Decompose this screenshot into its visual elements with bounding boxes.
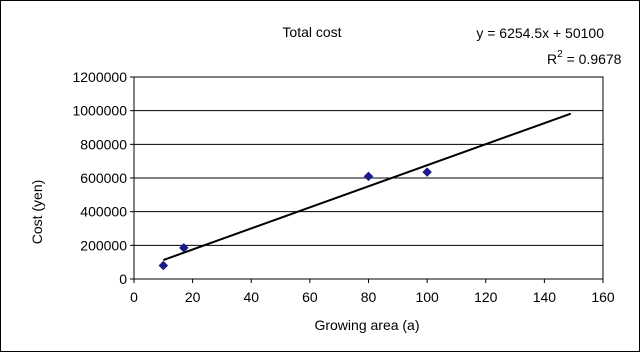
y-tick-label: 200000 bbox=[80, 237, 127, 253]
y-tick-label: 800000 bbox=[80, 136, 127, 152]
y-tick-label: 0 bbox=[119, 271, 127, 287]
y-tick-label: 1000000 bbox=[72, 103, 127, 119]
x-axis-label: Growing area (a) bbox=[314, 317, 419, 333]
x-tick-label: 0 bbox=[130, 289, 138, 305]
y-tick-label: 600000 bbox=[80, 170, 127, 186]
x-tick-label: 140 bbox=[533, 289, 557, 305]
x-tick-label: 20 bbox=[185, 289, 201, 305]
x-tick-label: 100 bbox=[415, 289, 439, 305]
x-tick-label: 160 bbox=[591, 289, 615, 305]
x-tick-label: 60 bbox=[302, 289, 318, 305]
plot-area: 0 200000 400000 600000 800000 1000000 1200000 0… bbox=[72, 69, 614, 305]
x-tick-label: 40 bbox=[243, 289, 259, 305]
x-tick-label: 120 bbox=[474, 289, 498, 305]
data-point bbox=[363, 171, 374, 182]
chart-title: Total cost bbox=[282, 24, 341, 40]
y-tick-label: 1200000 bbox=[72, 69, 127, 85]
y-tick-label: 400000 bbox=[80, 204, 127, 220]
data-point bbox=[422, 167, 432, 177]
x-tick-label: 80 bbox=[361, 289, 377, 305]
y-axis-label: Cost (yen) bbox=[29, 180, 45, 245]
data-point bbox=[158, 260, 169, 271]
trendline-equation: y = 6254.5x + 50100 bbox=[476, 25, 604, 41]
data-point bbox=[178, 243, 189, 253]
trendline bbox=[162, 112, 572, 261]
r-squared-label: R2 = 0.9678 bbox=[547, 49, 622, 67]
